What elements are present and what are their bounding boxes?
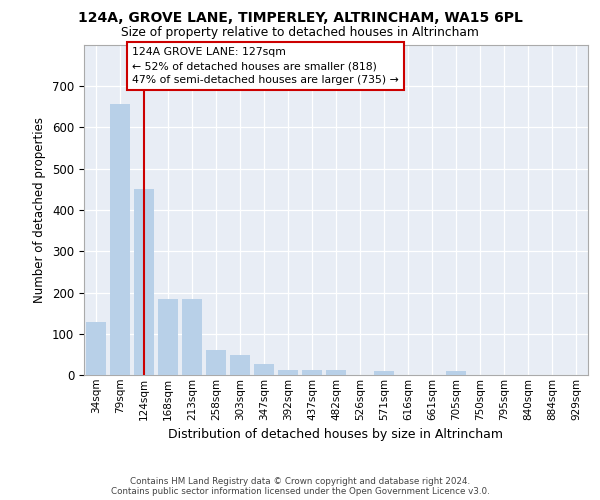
Bar <box>158 299 178 375</box>
Text: Size of property relative to detached houses in Altrincham: Size of property relative to detached ho… <box>121 26 479 39</box>
Bar <box>374 372 394 375</box>
Text: 124A GROVE LANE: 127sqm
← 52% of detached houses are smaller (818)
47% of semi-d: 124A GROVE LANE: 127sqm ← 52% of detache… <box>132 47 399 85</box>
Y-axis label: Number of detached properties: Number of detached properties <box>34 117 46 303</box>
Bar <box>278 370 298 375</box>
Bar <box>230 355 250 375</box>
Bar <box>182 299 202 375</box>
Bar <box>206 350 226 375</box>
Bar <box>254 364 274 375</box>
Bar <box>446 372 466 375</box>
Bar <box>302 370 322 375</box>
X-axis label: Distribution of detached houses by size in Altrincham: Distribution of detached houses by size … <box>169 428 503 441</box>
Text: Contains HM Land Registry data © Crown copyright and database right 2024.
Contai: Contains HM Land Registry data © Crown c… <box>110 476 490 496</box>
Bar <box>110 104 130 375</box>
Bar <box>134 188 154 375</box>
Text: 124A, GROVE LANE, TIMPERLEY, ALTRINCHAM, WA15 6PL: 124A, GROVE LANE, TIMPERLEY, ALTRINCHAM,… <box>77 12 523 26</box>
Bar <box>326 370 346 375</box>
Bar <box>86 322 106 375</box>
